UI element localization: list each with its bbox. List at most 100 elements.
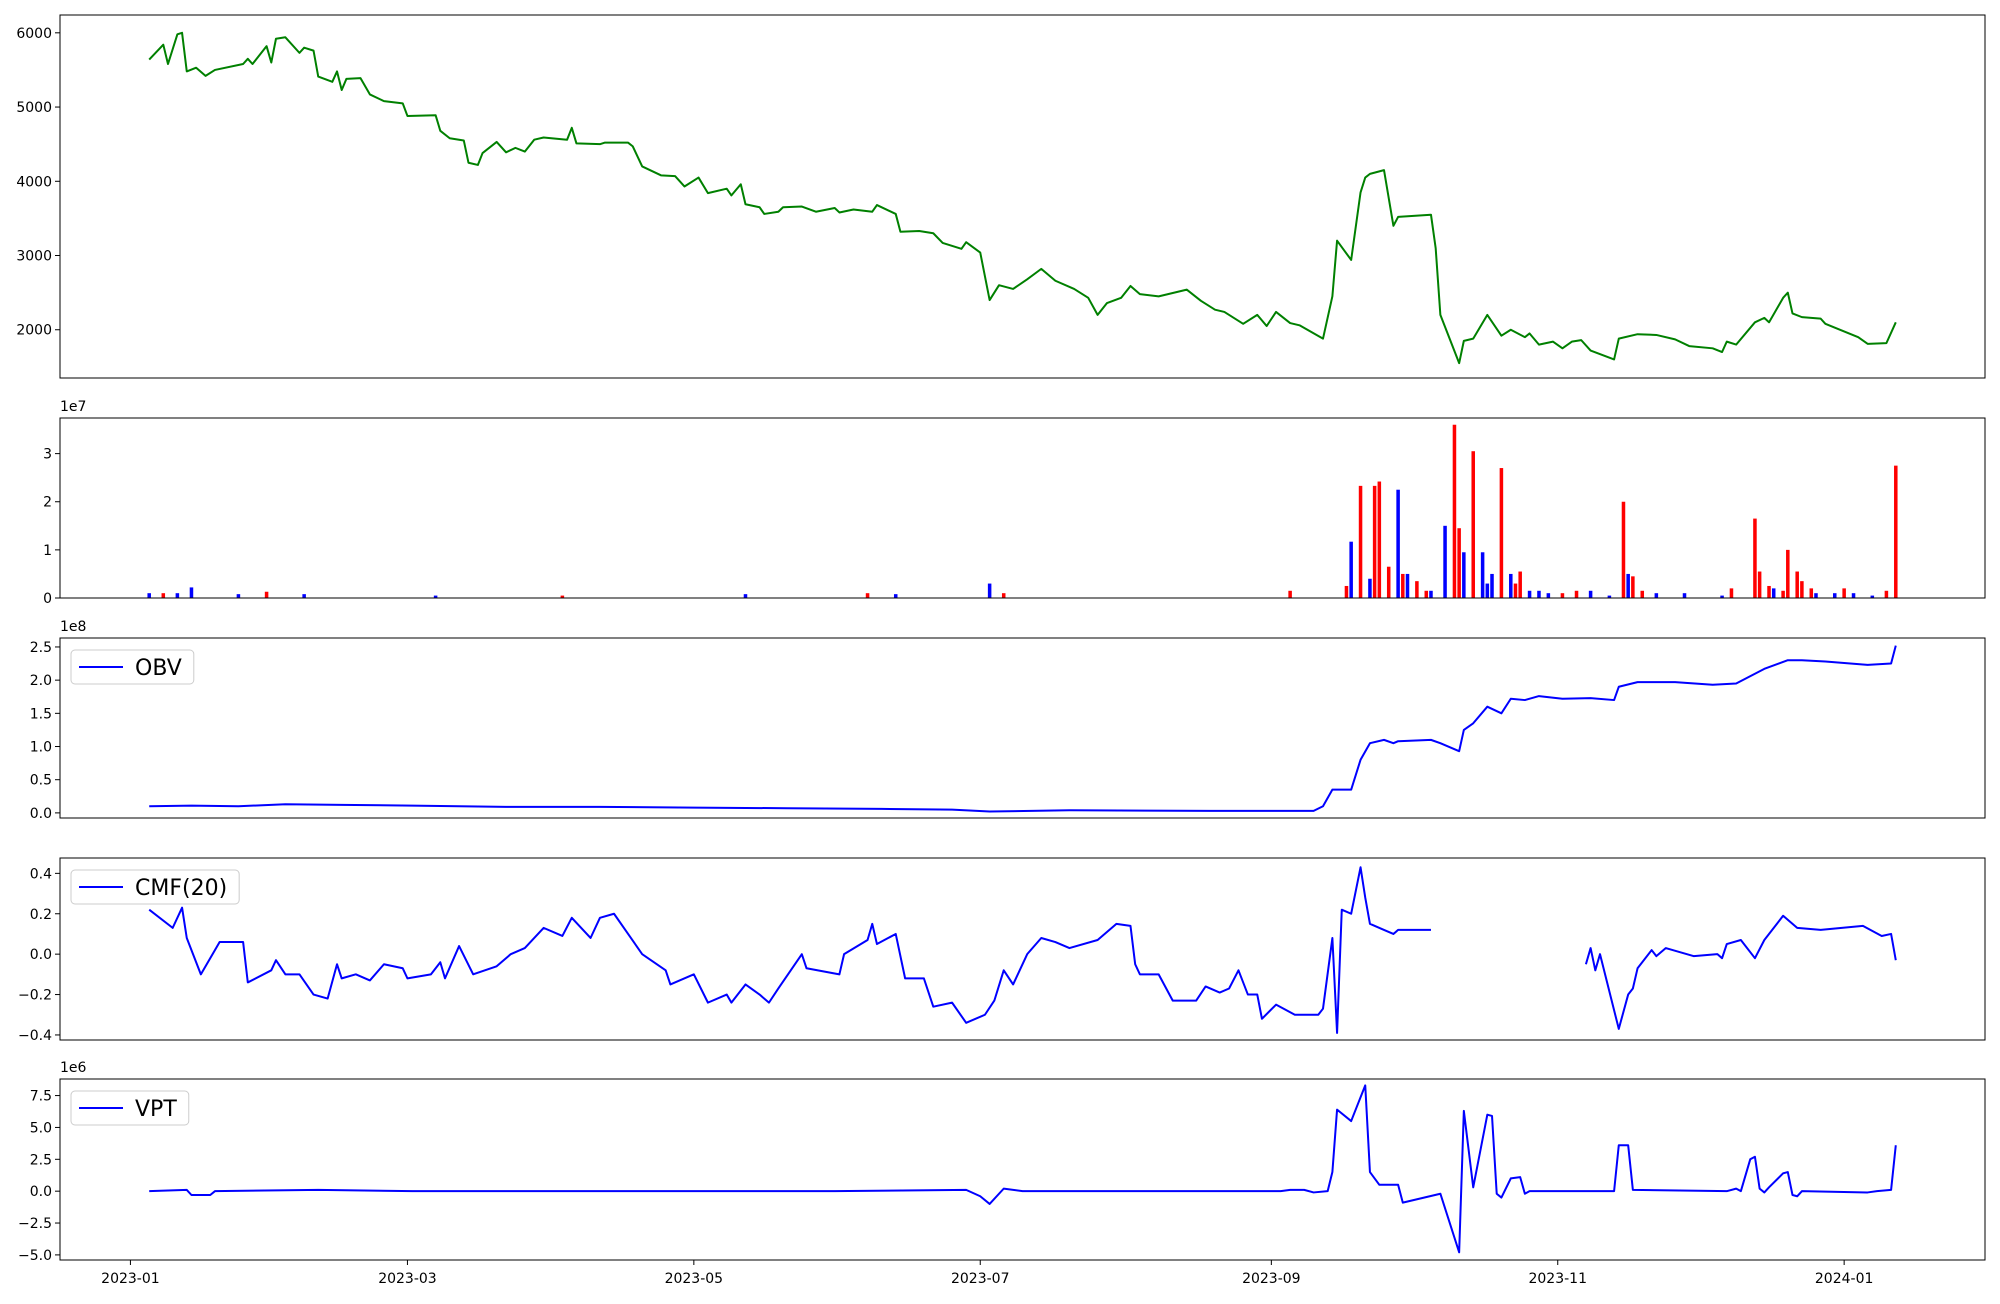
bar	[1851, 593, 1856, 598]
bar	[1781, 590, 1785, 598]
bar	[1377, 481, 1382, 598]
legend-box	[70, 649, 195, 685]
legend-box	[70, 869, 240, 905]
y-tick-label: −2.5	[18, 1216, 52, 1232]
bar	[1429, 590, 1433, 598]
y-tick-label: 1	[43, 543, 52, 559]
bar	[1607, 595, 1612, 598]
bar	[1654, 593, 1659, 598]
y-tick-label: 2.0	[30, 673, 52, 689]
offset-label: 1e6	[60, 1060, 87, 1076]
x-tick-label: 2023-09	[1242, 1271, 1301, 1287]
y-tick-label: 1.5	[30, 706, 52, 722]
y-tick-label: 0.0	[30, 947, 52, 963]
legend-label: CMF(20)	[135, 876, 227, 901]
y-tick-label: 5.0	[30, 1120, 52, 1136]
legend-box	[70, 1090, 190, 1126]
bar	[893, 594, 898, 598]
axes-frame	[59, 857, 1986, 1041]
bar	[189, 587, 194, 598]
x-tick-label: 2023-07	[951, 1271, 1010, 1287]
y-tick-label: 3	[43, 447, 52, 463]
bar	[1368, 578, 1372, 598]
bar	[1405, 573, 1410, 598]
legend-label: VPT	[135, 1097, 177, 1122]
x-tick-label: 2023-01	[101, 1271, 160, 1287]
bar	[1527, 590, 1532, 598]
bar	[1490, 573, 1494, 598]
bar	[560, 595, 565, 598]
bar	[147, 593, 151, 598]
bar	[1443, 525, 1447, 598]
bar	[1001, 593, 1006, 598]
line	[148, 31, 1897, 365]
bar	[1424, 590, 1429, 598]
y-tick-label: 0	[43, 591, 52, 607]
bar	[302, 594, 306, 598]
bar	[1800, 581, 1804, 598]
bar	[1518, 571, 1522, 598]
bar	[1753, 518, 1757, 598]
bar	[1631, 576, 1635, 598]
y-tick-label: 0.2	[30, 907, 52, 923]
bar	[1832, 593, 1837, 598]
bar	[1415, 581, 1419, 598]
bar	[1349, 541, 1353, 598]
bar	[1640, 590, 1645, 598]
bar	[987, 583, 992, 598]
bar	[1814, 593, 1818, 598]
y-tick-label: 5000	[16, 100, 52, 116]
bar	[743, 594, 748, 598]
bar	[1509, 573, 1513, 598]
bar	[1809, 588, 1814, 598]
bar	[1720, 595, 1724, 598]
bar	[161, 593, 166, 598]
y-tick-label: 2.5	[30, 640, 52, 656]
bar	[1457, 528, 1461, 598]
bar	[1894, 465, 1898, 598]
bar	[1682, 593, 1687, 598]
bar	[236, 594, 241, 598]
y-tick-label: 3000	[16, 249, 52, 265]
axes-frame	[59, 1078, 1986, 1261]
bar	[1560, 593, 1565, 598]
bar	[1626, 573, 1630, 598]
y-tick-label: 2.5	[30, 1152, 52, 1168]
x-tick-label: 2023-03	[378, 1271, 437, 1287]
y-tick-label: 0.4	[30, 866, 52, 882]
bar	[1870, 595, 1875, 598]
bar	[1771, 588, 1776, 598]
bar	[1588, 590, 1593, 598]
bar	[1842, 588, 1846, 598]
bar	[433, 595, 438, 598]
bar	[1884, 590, 1889, 598]
y-tick-label: 7.5	[30, 1089, 52, 1105]
bar	[1344, 585, 1349, 598]
y-tick-label: 1.0	[30, 740, 52, 756]
line	[149, 1084, 1897, 1254]
bar	[1372, 485, 1377, 598]
y-tick-label: 4000	[16, 174, 52, 190]
offset-label: 1e8	[60, 619, 86, 635]
y-tick-label: 0.0	[30, 806, 52, 822]
y-tick-label: −0.4	[18, 1028, 52, 1044]
bar	[1537, 590, 1541, 598]
line	[148, 866, 1897, 1034]
bar	[1621, 501, 1626, 598]
y-tick-label: −5.0	[18, 1248, 52, 1264]
bar	[1795, 571, 1799, 598]
axes-frame	[59, 637, 1986, 819]
bar	[1729, 588, 1734, 598]
bar	[1358, 485, 1363, 598]
bar	[1499, 468, 1504, 598]
bar	[1513, 583, 1518, 598]
bar	[1471, 451, 1475, 598]
bar	[264, 591, 269, 598]
y-tick-label: 0.5	[30, 773, 52, 789]
bar	[1401, 573, 1405, 598]
axes-frame	[59, 417, 1986, 599]
y-tick-label: 2	[43, 495, 52, 511]
y-tick-label: −0.2	[18, 988, 52, 1004]
